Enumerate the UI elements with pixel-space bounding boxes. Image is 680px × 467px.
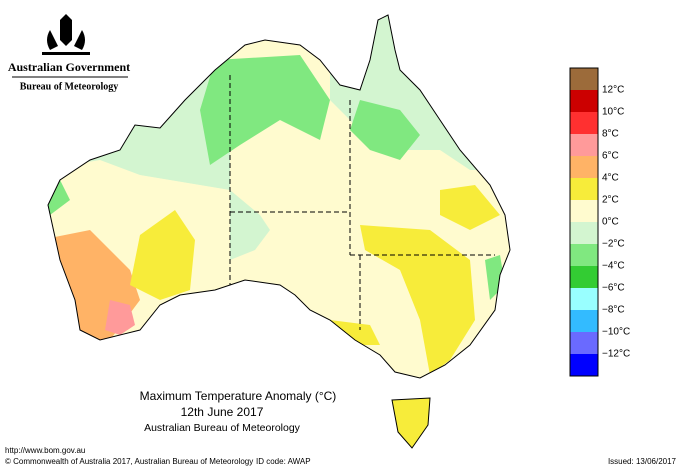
legend-label: −4°C [602,261,625,272]
legend-label: −12°C [602,349,630,360]
legend-label: 4°C [602,173,619,184]
legend-label: 0°C [602,217,619,228]
legend-swatch [570,332,598,354]
legend-swatch [570,310,598,332]
government-name: Australian Government [8,60,130,74]
legend-swatch [570,288,598,310]
legend-label: 10°C [602,107,624,118]
id-code: ID code: AWAP [256,457,311,466]
legend-swatch [570,68,598,90]
legend-frame [569,67,599,377]
legend-swatch [570,200,598,222]
legend-label: 8°C [602,129,619,140]
legend-label: 12°C [602,85,624,96]
bureau-name: Bureau of Meteorology [20,81,119,92]
legend-label: 6°C [602,151,619,162]
legend-swatch [570,156,598,178]
map-date: 12th June 2017 [181,405,264,419]
legend-swatch [570,90,598,112]
legend-label: −8°C [602,305,625,316]
legend-label: −2°C [602,239,625,250]
legend-swatch [570,178,598,200]
map-title: Maximum Temperature Anomaly (°C) [140,389,337,403]
issued: Issued: 13/06/2017 [608,457,677,466]
coastline [47,14,511,379]
legend-swatch [570,244,598,266]
crest [42,14,90,55]
legend: 12°C 10°C 8°C 6°C 4°C 2°C 0°C −2°C −4°C −6°C −8°C −… [569,67,630,377]
legend-swatch [570,222,598,244]
legend-label: −6°C [602,283,625,294]
legend-swatch [570,266,598,288]
legend-swatch [570,354,598,376]
legend-swatch [570,112,598,134]
tasmania [391,397,431,449]
copyright: © Commonwealth of Australia 2017, Austra… [5,457,253,466]
legend-label: −10°C [602,327,630,338]
legend-label: 2°C [602,195,619,206]
legend-swatch [570,134,598,156]
url: http://www.bom.gov.au [5,446,85,455]
map-source: Australian Bureau of Meteorology [144,422,301,434]
